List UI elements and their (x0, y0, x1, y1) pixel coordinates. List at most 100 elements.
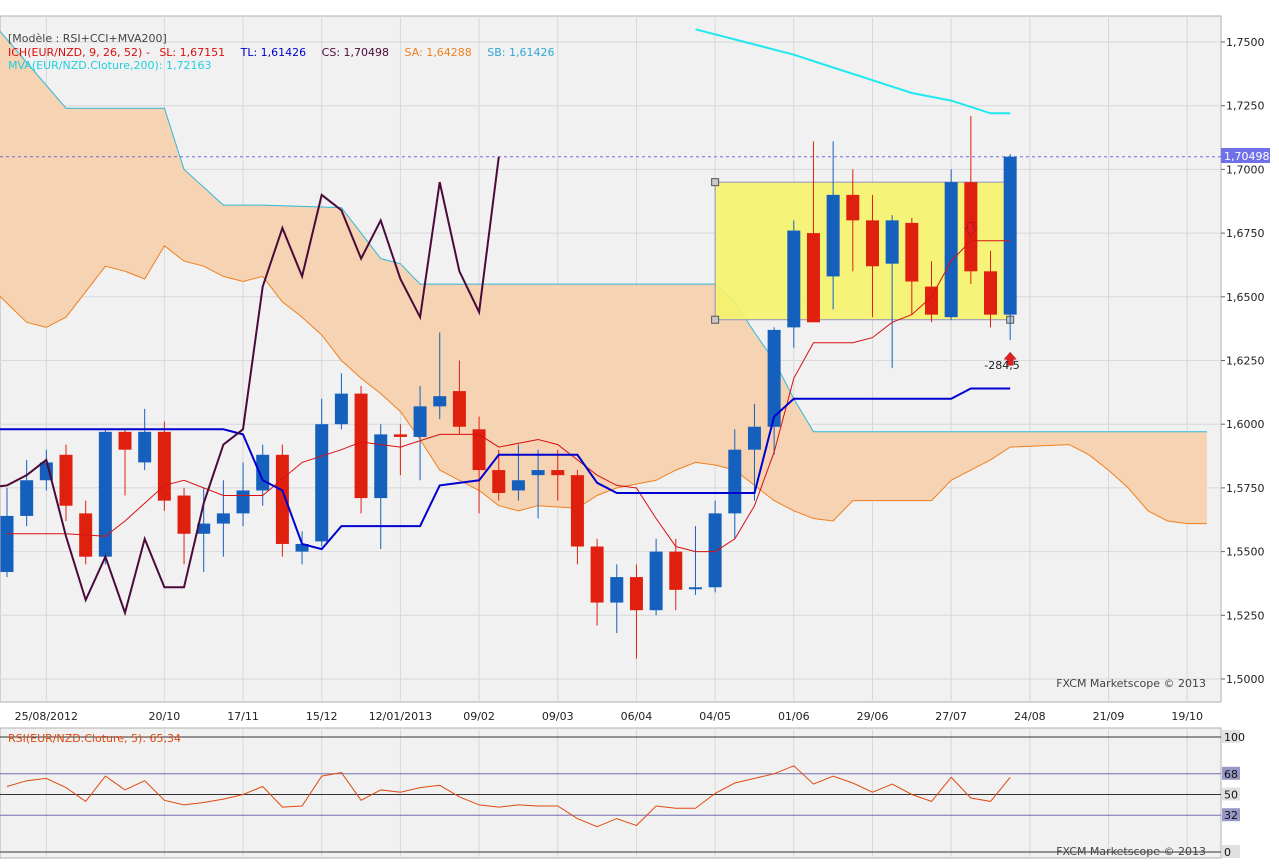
y-tick-label: 1,5000 (1226, 673, 1265, 686)
x-tick-label: 09/02 (463, 710, 495, 723)
legend-model: [Modèle : RSI+CCI+MVA200] (8, 32, 167, 45)
candle-body (708, 513, 722, 588)
candle-body (629, 577, 643, 611)
candle-body (413, 406, 427, 437)
rsi-level-badge (1222, 845, 1240, 858)
rsi-level-badge (1222, 730, 1240, 743)
rsi-level-badge (1222, 808, 1240, 822)
candle-body (118, 431, 132, 450)
candle-body (452, 391, 466, 427)
candle-body (216, 513, 230, 524)
legend-sa: SA: 1,64288 (405, 46, 472, 59)
candle-body (472, 429, 486, 471)
rsi-level-label: 50 (1224, 789, 1238, 802)
legend-cs: CS: 1,70498 (322, 46, 389, 59)
price-tag-bg (1221, 148, 1270, 163)
candle-body (885, 220, 899, 264)
x-tick-label: 20/10 (149, 710, 181, 723)
x-tick-label: 21/09 (1093, 710, 1125, 723)
rsi-level-label: 100 (1224, 731, 1245, 744)
candle-body (374, 434, 388, 499)
legend-ichimoku: ICH(EUR/NZD, 9, 26, 52) - SL: 1,67151 TL… (8, 46, 554, 59)
watermark-main: FXCM Marketscope © 2013 (1056, 677, 1206, 690)
buy-arrow-icon (1003, 351, 1017, 366)
rsi-panel (0, 727, 1222, 859)
x-tick-label: 25/08/2012 (15, 710, 78, 723)
y-tick-label: 1,5250 (1226, 609, 1265, 622)
y-tick-label: 1,7500 (1226, 36, 1265, 49)
candle-body (590, 546, 604, 603)
candle-body (610, 577, 624, 603)
candle-body (924, 286, 938, 315)
rsi-legend: RSI(EUR/NZD.Cloture, 5): 65,34 (8, 732, 181, 745)
candle-body (846, 194, 860, 221)
candle-body (826, 194, 840, 277)
candle-body (688, 587, 702, 590)
x-tick-label: 17/11 (227, 710, 259, 723)
candle-body (669, 551, 683, 590)
chikou-span-line (0, 156, 500, 617)
rsi-line (6, 765, 1011, 828)
y-tick-label: 1,5750 (1226, 482, 1265, 495)
candle-body (984, 271, 997, 315)
annotation-text: -284,5 (984, 359, 1019, 372)
candle-body (0, 515, 14, 572)
mva-200-line (695, 28, 1011, 115)
y-tick-label: 1,6500 (1226, 291, 1265, 304)
candle-body (728, 449, 742, 514)
legend-sb: SB: 1,61426 (487, 46, 554, 59)
candle-body (551, 470, 565, 476)
candle-body (492, 470, 506, 493)
candle-body (20, 480, 34, 516)
x-tick-label: 19/10 (1171, 710, 1203, 723)
rsi-level-label: 0 (1224, 846, 1231, 859)
candle-body (787, 230, 801, 328)
x-tick-label: 06/04 (621, 710, 653, 723)
current-price-tag: 1,70498 (1224, 150, 1270, 163)
candle-body (275, 454, 289, 544)
candle-body (177, 495, 191, 534)
rsi-level-label: 32 (1224, 809, 1238, 822)
y-tick-label: 1,6250 (1226, 355, 1265, 368)
legend-sl: SL: 1,67151 (159, 46, 225, 59)
box-handle (711, 178, 720, 187)
rsi-level-label: 68 (1224, 768, 1238, 781)
kijun-sen-line (0, 387, 1011, 551)
watermark-rsi: FXCM Marketscope © 2013 (1056, 845, 1206, 858)
candle-body (295, 543, 309, 552)
candle-body (433, 396, 447, 407)
x-tick-label: 27/07 (935, 710, 967, 723)
candle-body (157, 431, 171, 501)
y-tick-label: 1,6750 (1226, 227, 1265, 240)
candle-body (138, 431, 152, 463)
candle-body (570, 475, 584, 547)
tenkan-sen-line (7, 240, 1011, 553)
x-tick-label: 01/06 (778, 710, 810, 723)
candle-body (944, 182, 958, 318)
candle-body (59, 454, 73, 506)
candle-body (236, 490, 250, 514)
x-tick-label: 12/01/2013 (369, 710, 432, 723)
legend-ich-label: ICH(EUR/NZD, 9, 26, 52) - (8, 46, 150, 59)
candle-body (649, 551, 663, 611)
candle-body (197, 523, 211, 534)
box-handle (711, 315, 720, 324)
candle-body (98, 431, 112, 557)
candle-body (531, 470, 545, 476)
sell-arrow-icon (964, 222, 978, 236)
rsi-level-badge (1222, 787, 1240, 801)
legend-mva: MVA(EUR/NZD.Cloture,200): 1,72163 (8, 59, 211, 72)
candle-body (511, 480, 525, 491)
candle-body (747, 426, 761, 450)
candle-body (1003, 156, 1017, 315)
candle-body (334, 393, 348, 425)
x-tick-label: 24/08 (1014, 710, 1046, 723)
candle-body (315, 424, 329, 542)
candle-body (865, 220, 879, 267)
y-tick-label: 1,7250 (1226, 100, 1265, 113)
senkou-span-a-line (0, 245, 1207, 525)
y-tick-label: 1,6000 (1226, 418, 1265, 431)
ichimoku-cloud (0, 31, 1207, 524)
